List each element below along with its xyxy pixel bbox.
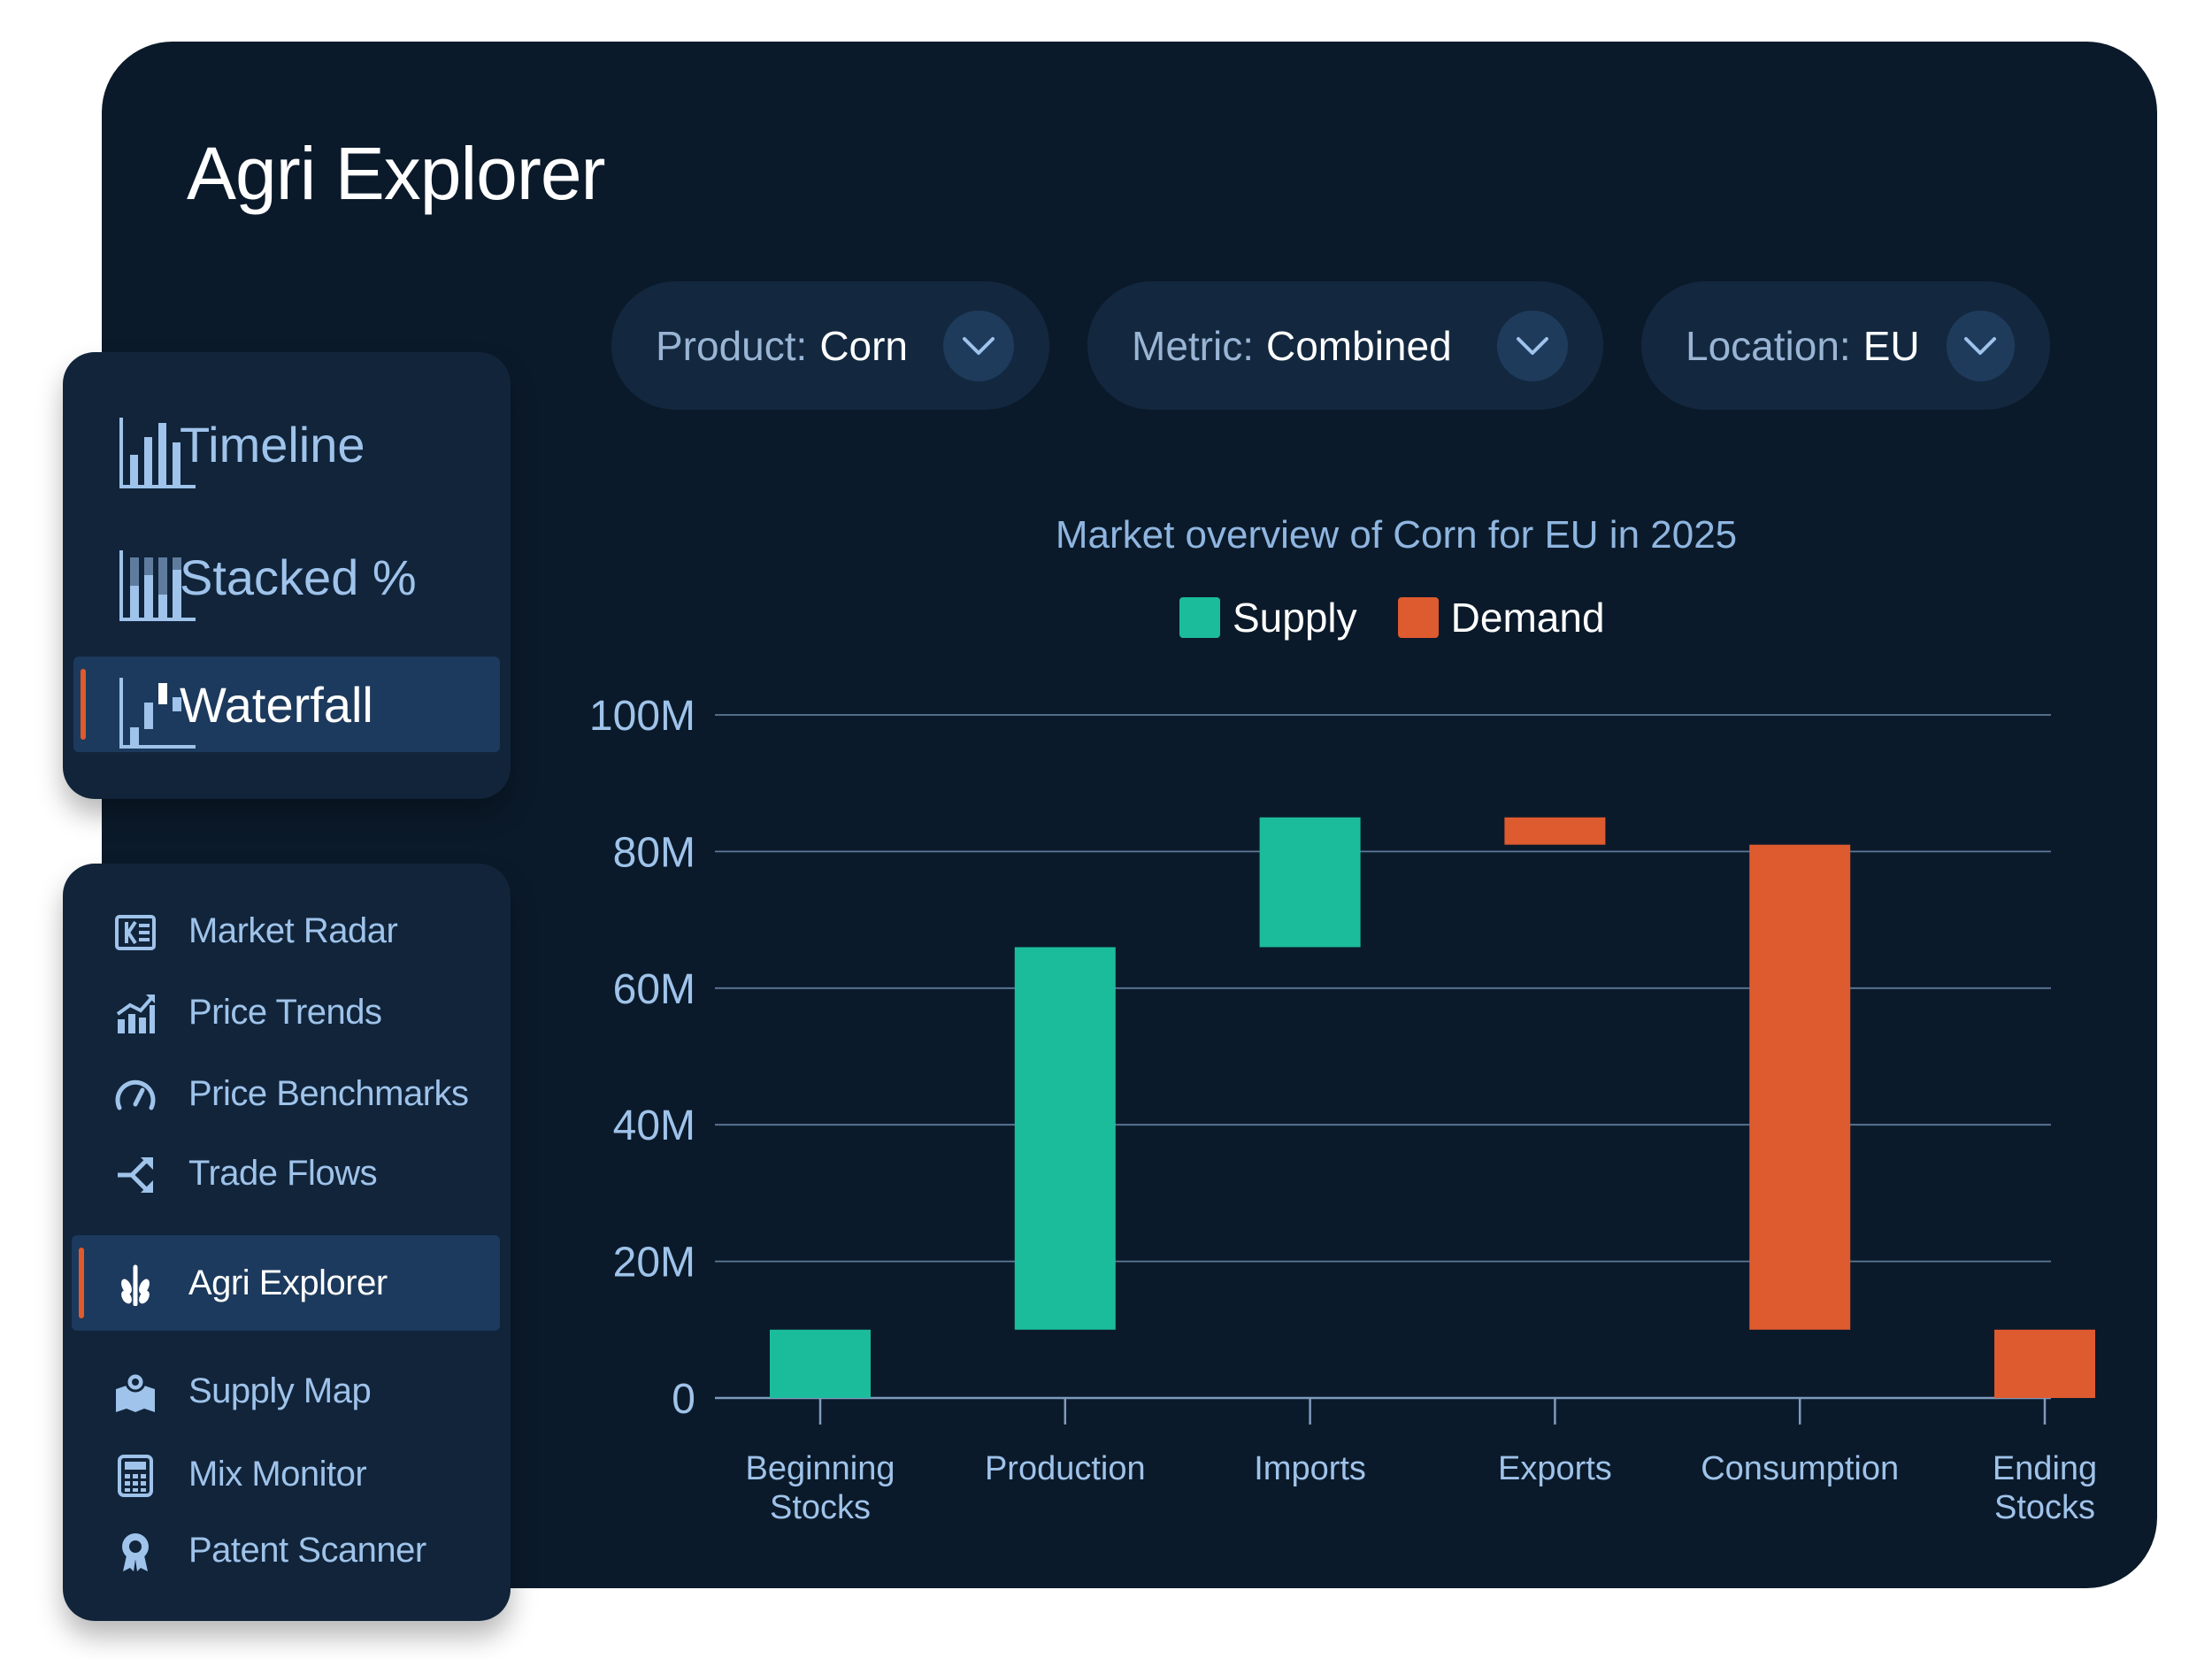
x-tick-label: Production — [985, 1450, 1146, 1487]
chevron-down-icon[interactable] — [1497, 310, 1568, 381]
location-filter-label: Location: — [1686, 322, 1851, 369]
product-filter-label: Product: — [656, 322, 808, 369]
y-tick-label: 60M — [613, 966, 695, 1013]
view-mode-label: Stacked % — [180, 549, 417, 605]
x-tick-label: Stocks — [1994, 1489, 2095, 1526]
trade-flows-icon — [118, 1157, 153, 1193]
sidebar-item-label: Patent Scanner — [188, 1530, 426, 1570]
award-icon — [122, 1533, 149, 1571]
market-radar-icon — [115, 915, 156, 950]
chart-title: Market overview of Corn for EU in 2025 — [1055, 513, 1738, 557]
y-tick-label: 20M — [613, 1240, 695, 1286]
bar-exports — [1504, 817, 1606, 845]
product-filter-dropdown[interactable]: Product: Corn — [611, 281, 1049, 410]
y-tick-label: 40M — [613, 1102, 695, 1149]
bar-production — [1014, 947, 1116, 1330]
x-tick-label: Exports — [1498, 1450, 1612, 1487]
sidebar-item-label: Market Radar — [188, 910, 398, 950]
bar-beginning-stocks — [770, 1329, 871, 1398]
view-mode-stacked[interactable]: Stacked % — [73, 529, 500, 625]
chevron-down-icon[interactable] — [943, 310, 1014, 381]
location-filter-value: EU — [1863, 322, 1920, 369]
sidebar-item-market-radar[interactable]: Market Radar — [72, 883, 500, 979]
bar-consumption — [1749, 844, 1851, 1330]
metric-filter-dropdown[interactable]: Metric: Combined — [1087, 281, 1603, 410]
sidebar-item-label: Mix Monitor — [188, 1454, 367, 1494]
gauge-icon — [115, 1079, 156, 1110]
legend-swatch-supply — [1179, 597, 1220, 638]
view-mode-label: Timeline — [180, 416, 365, 472]
sidebar-item-agri-explorer[interactable]: Agri Explorer — [72, 1235, 500, 1331]
calculator-icon — [118, 1455, 153, 1497]
sidebar-item-supply-map[interactable]: Supply Map — [72, 1343, 500, 1439]
legend-label-supply: Supply — [1233, 595, 1357, 641]
waterfall-icon — [119, 678, 196, 749]
x-tick-label: Imports — [1254, 1450, 1366, 1487]
metric-filter-label: Metric: — [1132, 322, 1254, 369]
y-tick-label: 100M — [589, 693, 695, 740]
view-mode-panel: Timeline Stacked % Waterfall — [63, 352, 511, 799]
view-mode-timeline[interactable]: Timeline — [73, 396, 500, 492]
page-title: Agri Explorer — [187, 132, 606, 215]
sidebar-item-mix-monitor[interactable]: Mix Monitor — [72, 1426, 500, 1522]
view-mode-label: Waterfall — [180, 676, 373, 733]
x-tick-label: Consumption — [1701, 1450, 1899, 1487]
sidebar-item-label: Price Trends — [188, 992, 382, 1032]
location-filter-dropdown[interactable]: Location: EU — [1641, 281, 2050, 410]
sidebar-item-price-trends[interactable]: Price Trends — [72, 964, 500, 1060]
chart-legend: Supply Demand — [1179, 593, 1646, 642]
legend-entry-supply[interactable]: Supply — [1179, 594, 1357, 641]
x-tick-label: Beginning — [745, 1450, 895, 1487]
legend-label-demand: Demand — [1450, 595, 1605, 641]
view-mode-waterfall[interactable]: Waterfall — [73, 657, 500, 752]
sidebar-item-label: Price Benchmarks — [188, 1073, 469, 1113]
sidebar-item-patent-scanner[interactable]: Patent Scanner — [72, 1502, 500, 1598]
x-tick-label: Ending — [1993, 1450, 2097, 1487]
stacked-bar-icon — [119, 550, 196, 621]
legend-swatch-demand — [1397, 597, 1439, 638]
metric-filter-value: Combined — [1266, 322, 1452, 369]
active-indicator — [81, 669, 86, 740]
sidebar-item-price-benchmarks[interactable]: Price Benchmarks — [72, 1046, 500, 1141]
sidebar-item-trade-flows[interactable]: Trade Flows — [72, 1125, 500, 1221]
map-pin-icon — [116, 1371, 155, 1412]
sidebar-item-label: Supply Map — [188, 1371, 372, 1410]
price-trends-icon — [116, 995, 155, 1033]
sidebar-nav: Market Radar Price Trends Price Benchmar… — [63, 864, 511, 1621]
wheat-icon — [121, 1264, 150, 1306]
legend-entry-demand[interactable]: Demand — [1397, 594, 1605, 641]
y-tick-label: 80M — [613, 829, 695, 876]
product-filter-value: Corn — [819, 322, 909, 369]
x-tick-label: Stocks — [770, 1489, 871, 1526]
sidebar-item-label: Trade Flows — [188, 1153, 378, 1193]
bar-ending-stocks — [1994, 1329, 2095, 1398]
y-tick-label: 0 — [672, 1376, 695, 1423]
bar-chart-icon — [119, 418, 196, 488]
active-indicator — [79, 1248, 84, 1318]
chevron-down-icon[interactable] — [1946, 310, 2015, 381]
bar-imports — [1259, 817, 1361, 948]
sidebar-item-label: Agri Explorer — [188, 1263, 388, 1302]
